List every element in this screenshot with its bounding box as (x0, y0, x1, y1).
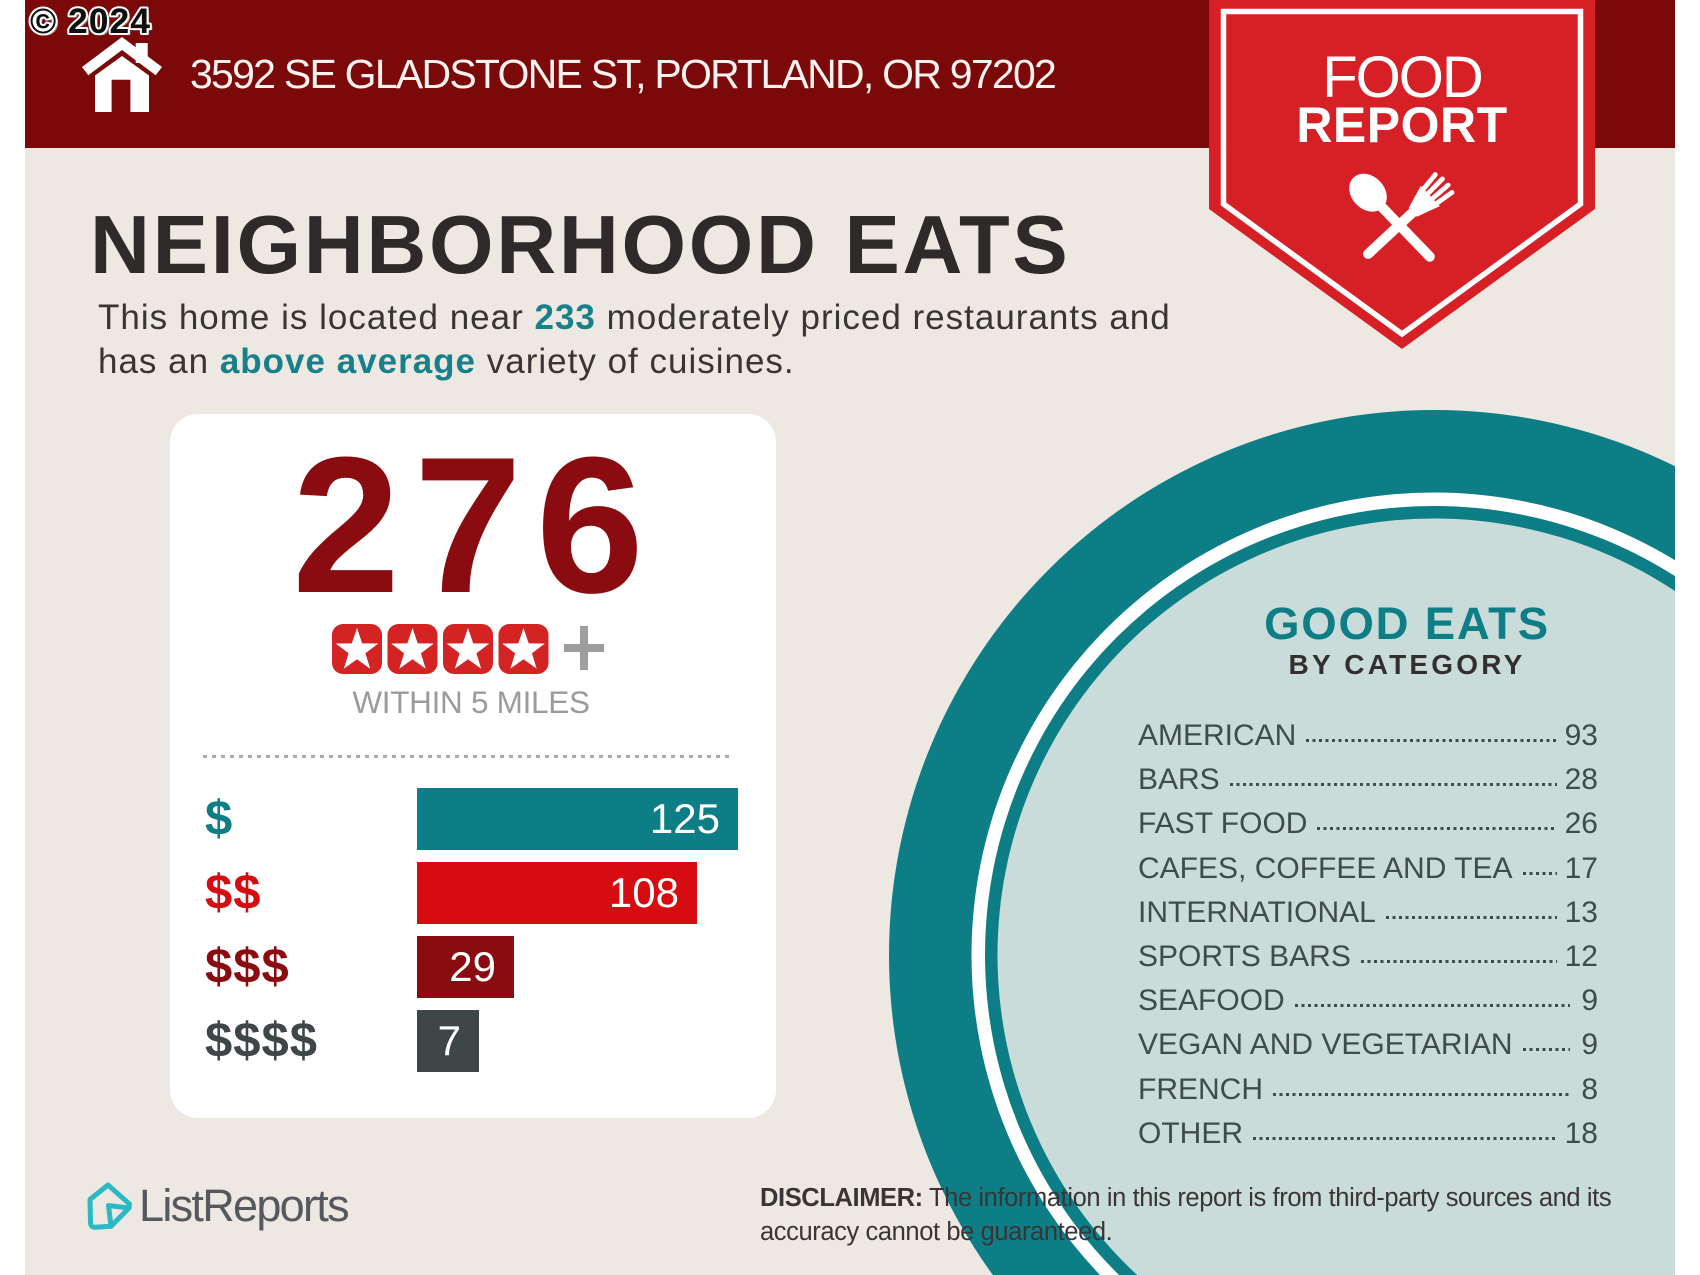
svg-text:© 2024: © 2024 (33, 3, 154, 43)
svg-text:© 2024: © 2024 (30, 1, 151, 41)
